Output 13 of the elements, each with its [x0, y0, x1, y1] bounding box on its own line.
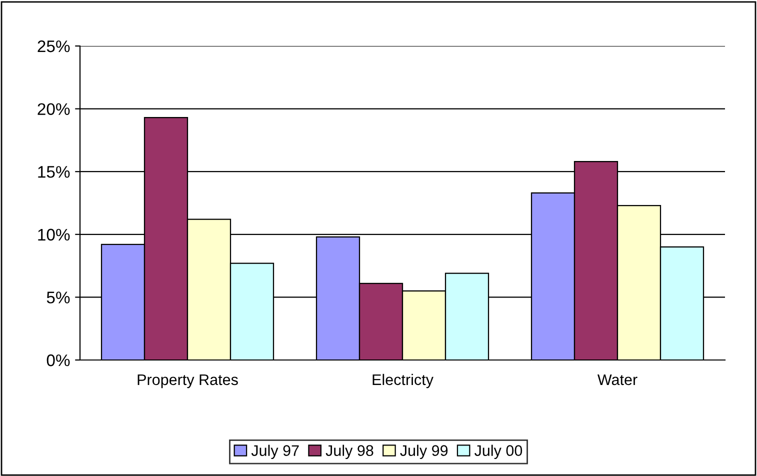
x-tick-label: Water	[597, 374, 638, 386]
x-tick-label: Property Rates	[138, 374, 238, 388]
y-tick-label: 10%	[38, 228, 70, 241]
legend-label: July 98	[326, 444, 374, 460]
legend-label: July 97	[251, 444, 299, 460]
legend-label: July 00	[474, 444, 522, 460]
legend-label: July 99	[400, 444, 448, 460]
y-tick-label: 5%	[46, 292, 70, 304]
y-tick-label: 0%	[46, 354, 70, 366]
y-tick-label: 25%	[38, 40, 70, 52]
y-tick-label: 15%	[38, 166, 70, 178]
x-tick-label: Electricty	[372, 374, 434, 388]
y-tick-label: 20%	[38, 103, 70, 116]
